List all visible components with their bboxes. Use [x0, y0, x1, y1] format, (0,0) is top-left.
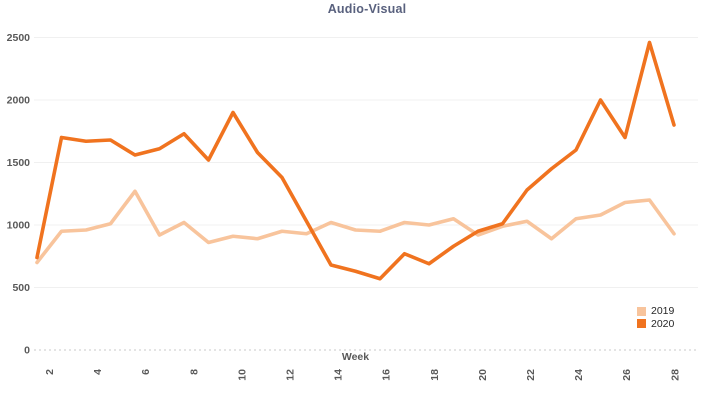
x-tick-label: 22: [525, 369, 537, 381]
x-tick-label: 26: [621, 369, 633, 381]
x-tick-label: 10: [236, 369, 248, 381]
x-tick-label: 18: [429, 369, 441, 381]
x-tick-label: 16: [381, 369, 393, 381]
legend-item-2020: 2020: [637, 318, 674, 331]
x-axis-title: Week: [341, 351, 370, 363]
x-tick-label: 14: [333, 369, 345, 381]
y-tick-label: 2000: [7, 95, 31, 107]
series-line-2019: [35, 189, 676, 265]
x-tick-label: 12: [285, 369, 297, 381]
legend-item-2019: 2019: [637, 305, 674, 318]
series-line-2020: [35, 40, 676, 281]
y-tick-label: 0: [24, 345, 30, 357]
x-tick-label: 4: [92, 369, 104, 375]
chart-title: Audio-Visual: [327, 2, 407, 16]
legend-swatch-2019-icon: [637, 306, 646, 316]
y-tick-label: 500: [12, 282, 30, 294]
y-tick-label: 2500: [7, 32, 31, 44]
legend-label-2019: 2019: [651, 305, 675, 317]
x-tick-label: 20: [477, 369, 489, 381]
legend-swatch-2020-icon: [637, 319, 646, 329]
x-tick-label: 6: [140, 369, 152, 375]
x-tick-label: 28: [669, 369, 681, 381]
legend: 2019 2020: [637, 305, 674, 330]
x-tick-label: 8: [188, 369, 200, 375]
y-tick-label: 1000: [7, 220, 31, 232]
x-tick-label: 24: [573, 369, 585, 381]
y-tick-label: 1500: [7, 157, 31, 169]
x-tick-label: 2: [44, 369, 56, 375]
legend-label-2020: 2020: [651, 317, 675, 330]
